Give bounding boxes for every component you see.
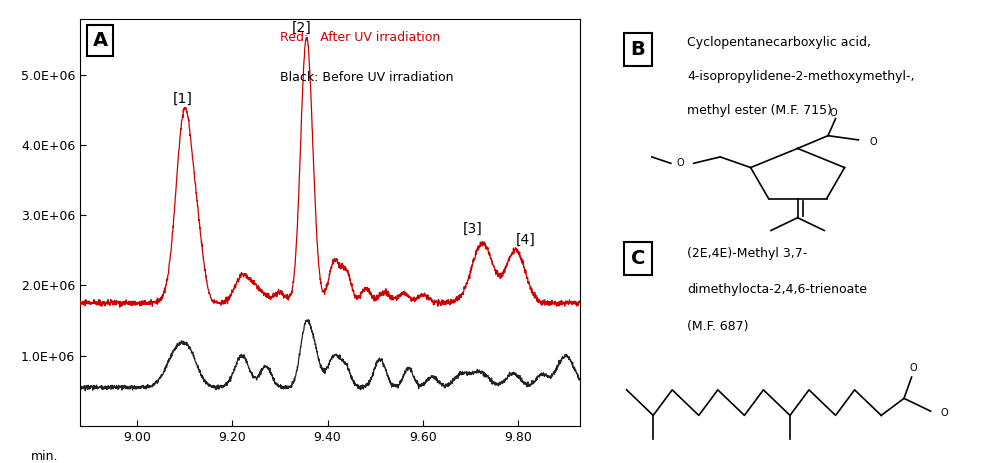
Text: A: A: [92, 31, 108, 50]
Text: [2]: [2]: [292, 21, 311, 35]
Text: dimethylocta-2,4,6-trienoate: dimethylocta-2,4,6-trienoate: [687, 283, 867, 296]
Text: C: C: [631, 249, 645, 268]
Text: (M.F. 687): (M.F. 687): [687, 319, 749, 332]
Text: methyl ester (M.F. 715): methyl ester (M.F. 715): [687, 104, 832, 117]
Text: O: O: [676, 158, 684, 169]
Text: O: O: [940, 408, 948, 418]
Text: B: B: [631, 40, 645, 59]
Text: O: O: [870, 137, 877, 147]
X-axis label: min.: min.: [31, 450, 59, 463]
Text: (2E,4E)-Methyl 3,7-: (2E,4E)-Methyl 3,7-: [687, 247, 808, 260]
Text: Cyclopentanecarboxylic acid,: Cyclopentanecarboxylic acid,: [687, 36, 871, 49]
Text: [3]: [3]: [463, 222, 483, 236]
Text: O: O: [910, 363, 917, 373]
Text: [1]: [1]: [172, 92, 192, 106]
Text: Black: Before UV irradiation: Black: Before UV irradiation: [280, 71, 454, 84]
Text: [4]: [4]: [515, 233, 535, 247]
Text: Red:   After UV irradiation: Red: After UV irradiation: [280, 31, 440, 44]
Text: 4-isopropylidene-2-methoxymethyl-,: 4-isopropylidene-2-methoxymethyl-,: [687, 69, 915, 82]
Text: O: O: [830, 107, 838, 118]
